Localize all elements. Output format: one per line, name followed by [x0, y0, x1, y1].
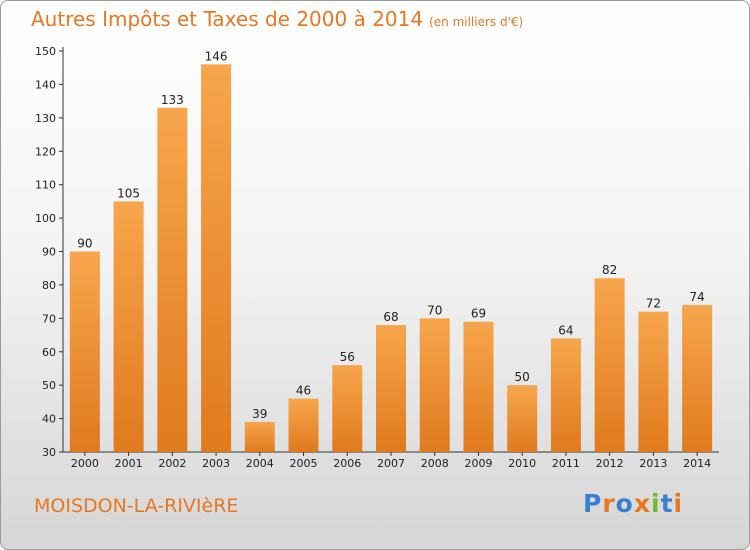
bar-value-label: 72: [646, 297, 661, 311]
bar: [332, 365, 363, 452]
x-tick-label: 2002: [158, 457, 186, 470]
x-tick-label: 2012: [596, 457, 624, 470]
x-tick-label: 2005: [290, 457, 318, 470]
bar-value-label: 64: [558, 323, 573, 337]
logo-letter: t: [660, 489, 674, 518]
y-tick-label: 40: [42, 413, 56, 426]
chart-title-block: Autres Impôts et Taxes de 2000 à 2014 (en…: [31, 7, 523, 31]
chart-title: Autres Impôts et Taxes de 2000 à 2014: [31, 7, 424, 31]
bar: [69, 251, 100, 452]
y-tick-label: 60: [42, 346, 56, 359]
logo-letter: P: [583, 489, 603, 518]
x-tick-label: 2013: [639, 457, 667, 470]
bar: [419, 318, 450, 452]
logo-letter: r: [602, 489, 616, 518]
y-tick-label: 30: [42, 446, 56, 459]
bar: [201, 64, 232, 452]
x-tick-label: 2006: [333, 457, 361, 470]
y-tick-label: 70: [42, 312, 56, 325]
proxiti-logo[interactable]: Proxiti: [583, 489, 683, 518]
bar: [638, 311, 669, 452]
x-tick-label: 2010: [508, 457, 536, 470]
y-tick-label: 140: [35, 78, 56, 91]
x-tick-label: 2001: [115, 457, 143, 470]
bar-value-label: 68: [383, 310, 398, 324]
y-tick-label: 50: [42, 379, 56, 392]
bar: [594, 278, 625, 452]
bar: [157, 107, 188, 452]
y-tick-label: 150: [35, 45, 56, 58]
y-tick-label: 80: [42, 279, 56, 292]
bar-value-label: 39: [252, 407, 267, 421]
bar-value-label: 69: [471, 307, 486, 321]
bar: [113, 201, 144, 452]
x-tick-label: 2000: [71, 457, 99, 470]
x-tick-label: 2008: [421, 457, 449, 470]
x-tick-label: 2009: [464, 457, 492, 470]
bar: [463, 321, 494, 452]
bar-value-label: 105: [117, 186, 140, 200]
bar-value-label: 50: [515, 370, 530, 384]
bar-value-label: 56: [340, 350, 355, 364]
bar-value-label: 82: [602, 263, 617, 277]
bar-value-label: 46: [296, 384, 311, 398]
logo-letter: o: [615, 489, 634, 518]
bar: [376, 325, 406, 452]
logo-letter: i: [673, 489, 684, 518]
bar-value-label: 133: [161, 93, 184, 107]
x-tick-label: 2014: [683, 457, 711, 470]
bar: [244, 421, 275, 452]
bar: [682, 304, 713, 452]
x-tick-label: 2004: [246, 457, 274, 470]
y-tick-label: 100: [35, 212, 56, 225]
logo-letter: i: [651, 489, 661, 518]
x-tick-label: 2011: [552, 457, 580, 470]
bar-value-label: 146: [205, 49, 228, 63]
bar: [507, 385, 538, 452]
x-tick-label: 2007: [377, 457, 405, 470]
commune-name: MOISDON-LA-RIVIèRE: [34, 495, 239, 517]
y-tick-label: 90: [42, 246, 56, 259]
bar: [288, 398, 319, 452]
bar-value-label: 70: [427, 303, 442, 317]
bar-value-label: 90: [77, 237, 92, 251]
bar-value-label: 74: [689, 290, 704, 304]
bar: [550, 338, 581, 452]
y-tick-label: 120: [35, 145, 56, 158]
chart-unit: (en milliers d'€): [429, 15, 524, 29]
logo-letter: x: [633, 489, 651, 518]
x-tick-label: 2003: [202, 457, 230, 470]
y-tick-label: 110: [35, 179, 56, 192]
y-tick-label: 130: [35, 112, 56, 125]
